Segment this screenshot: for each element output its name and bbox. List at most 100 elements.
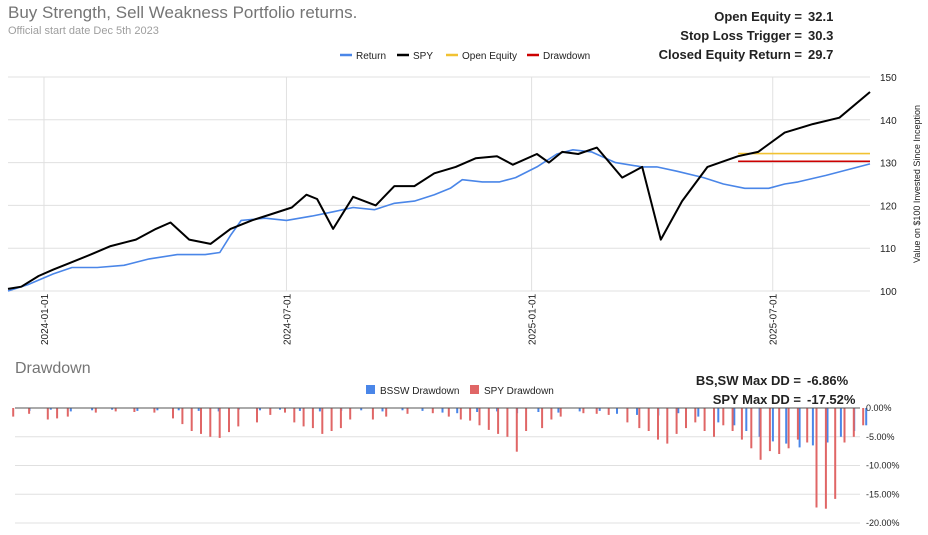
bssw-drawdown-bar — [69, 408, 72, 412]
bssw-drawdown-bar — [717, 408, 720, 423]
spy-drawdown-bar — [515, 408, 518, 452]
bssw-drawdown-bar — [49, 408, 52, 410]
spy-drawdown-bar — [94, 408, 97, 413]
spy-drawdown-bar — [181, 408, 184, 425]
stat-label: Open Equity = — [714, 9, 802, 24]
spy-drawdown-bar — [806, 408, 809, 443]
legend-label: SPY — [413, 51, 433, 62]
spy-drawdown-bar — [311, 408, 314, 429]
spy-drawdown-bar — [431, 408, 434, 414]
spy-drawdown-bar — [497, 408, 500, 434]
bssw-drawdown-bar — [537, 408, 540, 412]
spy-drawdown-bar — [12, 408, 15, 417]
y-tick-label: 100 — [880, 287, 897, 298]
bssw-drawdown-bar — [811, 408, 814, 446]
bssw-drawdown-bar — [839, 408, 842, 437]
bssw-drawdown-bar — [111, 408, 114, 410]
bssw-drawdown-bar — [381, 408, 384, 412]
spy-drawdown-bar — [852, 408, 855, 437]
bssw-drawdown-bar — [401, 408, 404, 411]
bssw-drawdown-bar — [865, 408, 868, 426]
y-axis-title: Value on $100 Invested Since Inception — [912, 105, 922, 263]
x-tick-label: 2024-07-01 — [282, 293, 293, 345]
spy-drawdown-bar — [330, 408, 333, 431]
spy-drawdown-bar — [626, 408, 629, 423]
bssw-drawdown-bar — [697, 408, 700, 417]
stat-label: BS,SW Max DD = — [695, 373, 801, 388]
spy-drawdown-bar — [525, 408, 528, 431]
stat-value: -17.52% — [807, 392, 856, 407]
bssw-drawdown-bar — [441, 408, 444, 413]
spy-drawdown-bar — [469, 408, 472, 421]
bssw-drawdown-bar — [476, 408, 479, 412]
legend-swatch — [366, 385, 375, 394]
spy-max-dd-stat: SPY Max DD = -17.52% — [696, 390, 861, 409]
main-chart-axes: 100 110 120 130 140 150 2024-01-01 2024-07-01 20… — [40, 73, 922, 345]
spy-drawdown-bar — [740, 408, 743, 440]
bssw-drawdown-bar — [136, 408, 139, 411]
spy-drawdown-bar — [406, 408, 409, 414]
bssw-drawdown-bar — [771, 408, 774, 442]
bssw-drawdown-bar — [91, 408, 94, 411]
equity-stats: Open Equity = 32.1 Stop Loss Trigger = 3… — [659, 7, 848, 64]
series-line-spy — [7, 91, 871, 290]
stat-value: 30.3 — [808, 28, 834, 43]
spy-drawdown-bar — [675, 408, 678, 434]
spy-drawdown-bar — [293, 408, 296, 423]
stat-label: Stop Loss Trigger = — [680, 28, 802, 43]
y-tick-label: 110 — [880, 244, 896, 255]
spy-drawdown-bar — [46, 408, 49, 420]
series-line-return — [7, 149, 871, 292]
bssw-drawdown-bar — [156, 408, 159, 411]
spy-drawdown-bar — [550, 408, 553, 420]
spy-drawdown-bar — [269, 408, 272, 415]
drawdown-chart-grid — [15, 436, 860, 524]
spy-drawdown-bar — [302, 408, 305, 427]
bssw-drawdown-bar — [421, 408, 424, 411]
main-chart-series — [7, 91, 871, 292]
spy-drawdown-bar — [190, 408, 193, 431]
spy-drawdown-bar — [339, 408, 342, 429]
spy-drawdown-bar — [666, 408, 669, 444]
dd-y-tick-label: 0.00% — [866, 403, 892, 413]
spy-drawdown-bar — [506, 408, 509, 437]
bssw-drawdown-bar — [826, 408, 829, 443]
dd-y-tick-label: -15.00% — [866, 489, 900, 499]
spy-drawdown-bar — [172, 408, 174, 419]
x-tick-label: 2025-07-01 — [769, 293, 780, 345]
spy-drawdown-bar — [595, 408, 598, 414]
bssw-drawdown-bar — [798, 408, 801, 448]
legend-swatch — [470, 385, 479, 394]
spy-drawdown-bar — [28, 408, 31, 414]
open-equity-stat: Open Equity = 32.1 — [659, 7, 848, 26]
spy-drawdown-bar — [731, 408, 734, 431]
spy-drawdown-bar — [703, 408, 706, 431]
bssw-drawdown-bar — [636, 408, 638, 415]
spy-drawdown-bar — [321, 408, 324, 434]
spy-drawdown-bar — [582, 408, 585, 414]
spy-drawdown-bar — [66, 408, 69, 417]
spy-drawdown-bar — [371, 408, 374, 420]
spy-drawdown-bar — [834, 408, 837, 499]
spy-drawdown-bar — [133, 408, 136, 412]
spy-drawdown-bar — [56, 408, 59, 419]
stat-label: Closed Equity Return = — [658, 47, 802, 62]
legend-label: Open Equity — [462, 51, 517, 62]
drawdown-stats: BS,SW Max DD = -6.86% SPY Max DD = -17.5… — [696, 371, 861, 409]
spy-drawdown-bar — [459, 408, 462, 420]
spy-drawdown-bar — [487, 408, 490, 430]
y-tick-label: 140 — [880, 116, 897, 127]
spy-drawdown-bar — [815, 408, 818, 508]
bssw-max-dd-stat: BS,SW Max DD = -6.86% — [696, 371, 861, 390]
spy-drawdown-bar — [824, 408, 827, 509]
spy-drawdown-bar — [787, 408, 790, 449]
bssw-drawdown-bar — [785, 408, 788, 444]
spy-drawdown-bar — [862, 408, 865, 426]
spy-drawdown-bar — [796, 408, 799, 440]
spy-drawdown-bar — [228, 408, 230, 433]
spy-drawdown-bar — [685, 408, 687, 429]
bssw-drawdown-bar — [578, 408, 581, 412]
spy-drawdown-bar — [750, 408, 753, 449]
stop-loss-stat: Stop Loss Trigger = 30.3 — [659, 26, 848, 45]
legend-label: BSSW Drawdown — [380, 386, 459, 397]
